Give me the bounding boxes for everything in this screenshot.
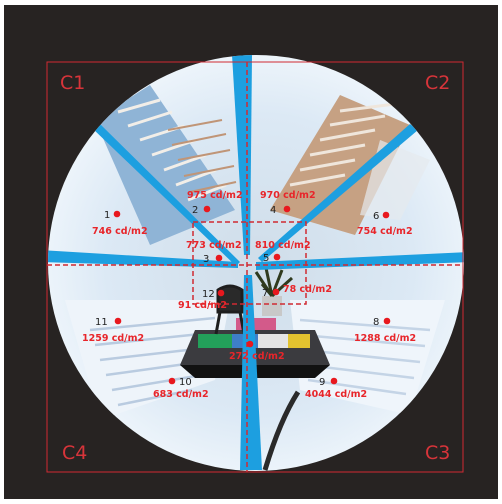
fisheye-image [48,55,464,471]
point-number-11: 11 [95,317,108,328]
point-number-8: 8 [373,317,379,328]
luminance-value-8: 1288 cd/m2 [354,333,416,344]
luminance-value-7: 78 cd/m2 [283,284,332,295]
luminance-value-5: 810 cd/m2 [255,240,311,251]
point-number-4: 4 [270,205,276,216]
marker-4 [283,205,291,213]
luminance-value-12: 91 cd/m2 [178,300,227,311]
point-number-5: 5 [263,253,269,264]
blue-bands [48,55,464,470]
luminance-value-10: 683 cd/m2 [153,389,209,400]
point-number-7: 7 [262,288,268,299]
marker-6 [382,211,390,219]
point-number-10: 10 [179,377,192,388]
point-number-12: 12 [202,289,215,300]
point-number-6: 6 [373,211,379,222]
marker-2 [203,205,211,213]
corner-label-c3: C3 [425,442,450,464]
marker-13 [246,340,254,348]
corner-label-c1: C1 [60,72,85,94]
point-number-1: 1 [104,210,110,221]
window-blinds-upper-left [95,85,237,245]
luminance-value-11: 1259 cd/m2 [82,333,144,344]
window-blinds-lower-left [65,300,230,420]
luminance-value-3: 773 cd/m2 [186,240,242,251]
corner-label-c4: C4 [62,442,87,464]
marker-8 [383,317,391,325]
window-blinds-lower-right [290,300,445,415]
luminance-value-6: 754 cd/m2 [357,226,413,237]
marker-11 [114,317,122,325]
lamp-pole [262,390,301,471]
luminance-value-1: 746 cd/m2 [92,226,148,237]
point-number-9: 9 [319,377,325,388]
marker-5 [273,253,281,261]
measurement-markers [113,205,391,385]
marker-10 [168,377,176,385]
center-crosshair [47,62,463,472]
marker-7 [272,288,280,296]
luminance-value-9: 4044 cd/m2 [305,389,367,400]
corner-label-c2: C2 [425,72,450,94]
point-number-3: 3 [203,254,209,265]
luminance-value-4: 970 cd/m2 [260,190,316,201]
plant [254,267,294,316]
marker-9 [330,377,338,385]
marker-1 [113,210,121,218]
marker-12 [217,289,225,297]
luminance-value-2: 975 cd/m2 [187,190,243,201]
marker-3 [215,254,223,262]
quadrant-frame [46,61,464,473]
luminance-value-13: 272 cd/m2 [229,351,285,362]
point-number-2: 2 [192,205,198,216]
